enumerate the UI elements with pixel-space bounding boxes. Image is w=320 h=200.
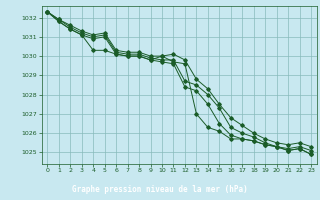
Text: Graphe pression niveau de la mer (hPa): Graphe pression niveau de la mer (hPa) xyxy=(72,185,248,194)
